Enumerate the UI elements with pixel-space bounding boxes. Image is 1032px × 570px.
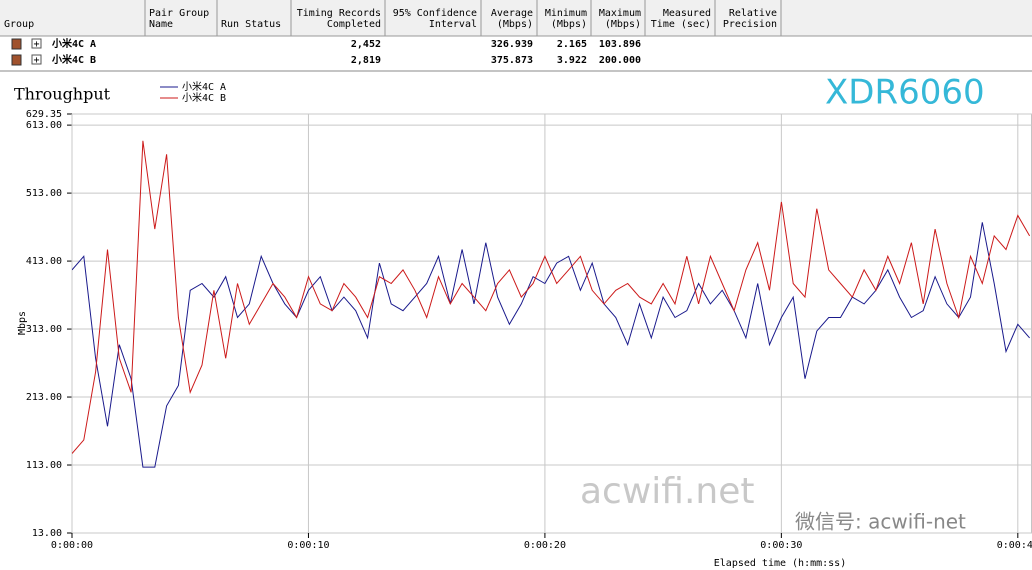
cell: 2,452 <box>351 39 381 50</box>
table-header-bg <box>0 0 1032 36</box>
expand-sign: + <box>33 39 39 50</box>
expand-sign: + <box>33 55 39 66</box>
cell: 2,819 <box>351 55 381 66</box>
y-tick-label: 313.00 <box>26 324 62 335</box>
column-header: 95% Confidence <box>393 8 477 19</box>
model-watermark: XDR6060 <box>825 73 985 113</box>
column-header: Precision <box>723 19 777 30</box>
plot: 13.00 113.00 213.00 313.00 413.00 513.00 613.0… <box>26 80 1032 551</box>
column-header: Group <box>4 19 34 30</box>
y-tick-label: 13.00 <box>32 528 62 539</box>
cell: 326.939 <box>491 39 533 50</box>
series-line <box>72 222 1030 468</box>
x-tick-label: 0:00:40 <box>997 540 1032 551</box>
y-axis-label: Mbps <box>17 311 28 335</box>
expand-button[interactable] <box>31 54 42 65</box>
column-header: Timing Records <box>297 8 381 19</box>
chart-title: Throughput <box>14 85 111 104</box>
x-tick-label: 0:00:10 <box>287 540 329 551</box>
column-header: Completed <box>327 19 381 30</box>
cell: 3.922 <box>557 55 587 66</box>
cell: 103.896 <box>599 39 641 50</box>
y-tick-label: 113.00 <box>26 460 62 471</box>
x-tick-label: 0:00:30 <box>760 540 802 551</box>
y-tick-label: 213.00 <box>26 392 62 403</box>
column-header: Run Status <box>221 19 281 30</box>
column-header: (Mbps) <box>551 19 587 30</box>
column-header: Pair Group <box>149 8 209 19</box>
series-line <box>72 140 1031 454</box>
column-header: Relative <box>729 8 777 19</box>
column-header: Maximum <box>599 8 641 19</box>
column-header: Name <box>149 19 173 30</box>
row-icon <box>11 54 22 66</box>
x-tick-label: 0:00:00 <box>51 540 93 551</box>
column-header: Measured <box>663 8 711 19</box>
cell: 375.873 <box>491 55 533 66</box>
site-watermark: acwifi.net <box>580 471 755 512</box>
row-icon <box>11 38 22 50</box>
y-tick-label: 613.00 <box>26 120 62 131</box>
column-header: Average <box>491 8 533 19</box>
column-header: Interval <box>429 19 477 30</box>
expand-button[interactable] <box>31 38 42 49</box>
legend-label: 小米4C A <box>182 80 226 93</box>
plot-frame <box>71 113 1032 534</box>
column-header: Minimum <box>545 8 587 19</box>
column-header: (Mbps) <box>497 19 533 30</box>
wechat-watermark: 微信号: acwifi-net <box>795 510 966 534</box>
column-header: Time (sec) <box>651 19 711 30</box>
x-tick-label: 0:00:20 <box>524 540 566 551</box>
y-tick-label: 413.00 <box>26 256 62 267</box>
cell: 小米4C A <box>51 37 96 50</box>
cell: 2.165 <box>557 39 587 50</box>
y-tick-label: 629.35 <box>26 109 62 120</box>
column-header: (Mbps) <box>605 19 641 30</box>
cell: 200.000 <box>599 55 641 66</box>
legend-label: 小米4C B <box>182 91 226 104</box>
cell: 小米4C B <box>51 53 96 66</box>
x-axis-label: Elapsed time (h:mm:ss) <box>714 558 846 569</box>
y-tick-label: 513.00 <box>26 188 62 199</box>
